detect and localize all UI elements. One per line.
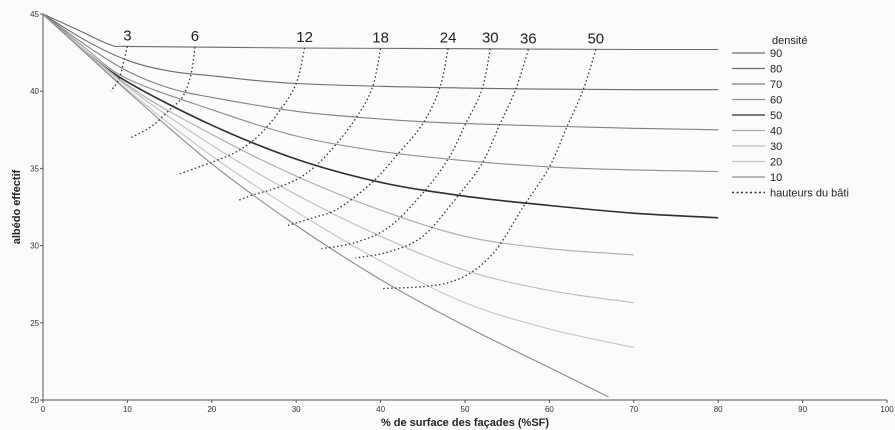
legend-entry-label: 90 (770, 48, 782, 60)
legend-entry-label: 60 (770, 95, 782, 107)
x-tick-label: 50 (461, 405, 470, 414)
plot-area (42, 14, 887, 401)
x-tick-label: 40 (376, 405, 385, 414)
legend-entry-label: 40 (770, 126, 782, 138)
height-label-12: 12 (296, 29, 313, 46)
height-line-30 (321, 48, 491, 250)
height-label-24: 24 (440, 30, 457, 47)
y-axis-label: albédo effectif (11, 169, 23, 244)
height-label-36: 36 (520, 31, 537, 48)
height-label-3: 3 (123, 27, 131, 44)
x-tick-label: 100 (880, 405, 894, 414)
x-tick-label: 90 (798, 405, 807, 414)
height-label-18: 18 (372, 30, 389, 47)
x-tick-label: 70 (629, 405, 638, 414)
y-tick-label: 35 (30, 164, 39, 173)
density-line-30 (42, 13, 634, 304)
legend-entry-label: 50 (770, 110, 782, 122)
height-line-50 (380, 49, 597, 290)
density-lines (42, 13, 719, 398)
density-line-20 (42, 13, 634, 349)
legend-entry-label: 80 (770, 64, 782, 76)
height-labels: 3 6 12 18 24 30 36 50 (123, 27, 604, 47)
height-line-3 (109, 46, 129, 92)
density-line-40 (42, 13, 634, 256)
legend-entry-label: hauteurs du bâti (770, 188, 849, 200)
legend-entry-label: 30 (770, 141, 782, 153)
density-line-70 (42, 13, 719, 131)
y-tick-label: 30 (30, 242, 39, 251)
axis-ticks: 0 10 20 30 40 50 60 70 80 90 100 20 25 30 35 40 45 (30, 10, 894, 414)
y-tick-label: 45 (30, 10, 39, 19)
density-line-50 (42, 13, 719, 219)
height-label-30: 30 (482, 30, 499, 47)
height-line-24 (287, 48, 449, 227)
x-tick-label: 60 (545, 405, 554, 414)
x-tick-label: 20 (207, 405, 216, 414)
y-tick-label: 25 (30, 319, 39, 328)
y-tick-label: 40 (30, 87, 39, 96)
legend-entry-label: 20 (770, 157, 782, 169)
height-label-50: 50 (587, 31, 604, 48)
height-label-6: 6 (191, 28, 199, 45)
density-line-80 (42, 13, 719, 91)
height-line-36 (355, 49, 529, 259)
legend: densité 90 80 70 60 50 40 30 20 10 hauteurs du bâ… (732, 35, 849, 200)
legend-entry-label: 10 (770, 172, 782, 184)
height-lines (109, 46, 597, 290)
x-tick-label: 30 (292, 405, 301, 414)
x-axis-label: % de surface des façades (%SF) (381, 417, 549, 429)
legend-title: densité (772, 35, 807, 47)
x-tick-label: 80 (714, 405, 723, 414)
density-line-90 (42, 13, 719, 51)
density-line-60 (42, 13, 719, 173)
legend-entry-label: 70 (770, 79, 782, 91)
x-tick-label: 0 (41, 405, 46, 414)
y-tick-label: 20 (30, 396, 39, 405)
density-line-10 (42, 13, 609, 398)
x-tick-label: 10 (123, 405, 132, 414)
